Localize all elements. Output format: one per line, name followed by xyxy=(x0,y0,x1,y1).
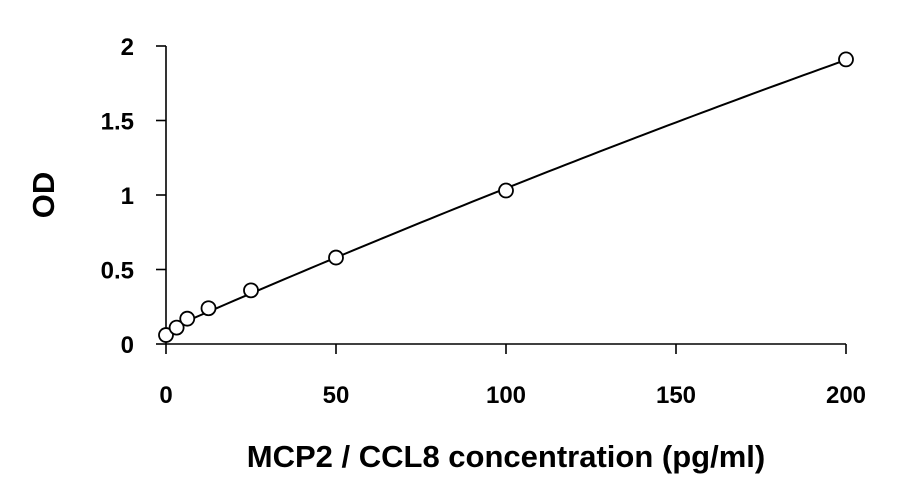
data-point xyxy=(838,51,854,68)
x-tick-label: 200 xyxy=(826,382,866,409)
y-tick-label: 0.5 xyxy=(101,258,134,285)
ticks xyxy=(156,45,847,354)
x-tick-label: 100 xyxy=(486,382,526,409)
data-point xyxy=(200,300,217,317)
data-points xyxy=(158,51,854,343)
data-point xyxy=(498,182,514,199)
data-point xyxy=(158,327,174,343)
y-tick-label: 0 xyxy=(121,332,134,359)
x-axis-title: MCP2 / CCL8 concentration (pg/ml) xyxy=(247,439,765,474)
data-point xyxy=(243,282,259,299)
y-tick-label: 1 xyxy=(121,183,134,210)
y-axis-title: OD xyxy=(26,172,61,219)
tick-labels: 0 0.5 1 1.5 2 0 50 100 150 200 xyxy=(101,34,866,409)
y-tick-label: 1.5 xyxy=(101,109,134,136)
data-point xyxy=(179,310,196,327)
x-tick-label: 50 xyxy=(323,382,350,409)
data-point xyxy=(168,319,185,336)
data-point xyxy=(328,249,344,266)
x-tick-label: 0 xyxy=(159,382,172,409)
y-tick-label: 2 xyxy=(121,34,134,61)
x-tick-label: 150 xyxy=(656,382,696,409)
